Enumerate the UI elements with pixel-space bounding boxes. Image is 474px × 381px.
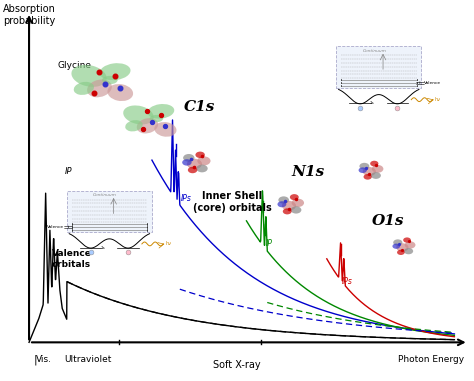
Ellipse shape <box>150 115 163 122</box>
Ellipse shape <box>291 207 301 214</box>
Text: C1s: C1s <box>183 100 215 114</box>
Ellipse shape <box>358 167 367 173</box>
Ellipse shape <box>292 199 304 207</box>
Ellipse shape <box>188 167 197 173</box>
Ellipse shape <box>74 82 94 95</box>
Ellipse shape <box>277 201 286 207</box>
Ellipse shape <box>147 104 174 119</box>
Text: Valence
orbitals: Valence orbitals <box>52 249 91 269</box>
Ellipse shape <box>397 250 405 255</box>
Text: Vis.: Vis. <box>36 355 52 364</box>
Ellipse shape <box>100 63 130 80</box>
Ellipse shape <box>182 159 191 166</box>
Text: N1s: N1s <box>291 165 325 179</box>
Ellipse shape <box>187 159 202 169</box>
Text: |: | <box>34 354 37 365</box>
Text: Valence: Valence <box>47 225 64 229</box>
Ellipse shape <box>370 161 378 166</box>
Text: IP: IP <box>64 167 72 176</box>
Text: Absorption
probability: Absorption probability <box>3 5 56 26</box>
Text: Ultraviolet: Ultraviolet <box>64 355 112 364</box>
Text: Soft X-ray: Soft X-ray <box>213 360 261 370</box>
Ellipse shape <box>197 156 210 165</box>
Ellipse shape <box>278 196 289 203</box>
Ellipse shape <box>72 65 107 87</box>
Text: 1s: 1s <box>100 246 105 250</box>
Ellipse shape <box>102 76 118 84</box>
Ellipse shape <box>403 237 411 243</box>
Text: Photon Energy: Photon Energy <box>398 355 464 364</box>
Ellipse shape <box>372 165 383 173</box>
Text: Continuum: Continuum <box>93 193 117 197</box>
Text: Glycine: Glycine <box>57 61 91 70</box>
Ellipse shape <box>371 172 381 179</box>
Ellipse shape <box>404 248 413 254</box>
Ellipse shape <box>282 201 296 211</box>
Text: Valence: Valence <box>424 81 441 85</box>
Text: Inner Shell
(core) orbitals: Inner Shell (core) orbitals <box>193 191 272 213</box>
Text: O1s: O1s <box>372 214 404 228</box>
Ellipse shape <box>195 152 205 158</box>
Ellipse shape <box>364 174 372 180</box>
Ellipse shape <box>87 80 112 97</box>
Text: hν: hν <box>165 242 172 247</box>
Text: 1s: 1s <box>370 101 374 106</box>
Ellipse shape <box>183 154 194 162</box>
Bar <box>67 190 152 232</box>
Ellipse shape <box>137 118 158 133</box>
Ellipse shape <box>393 239 402 246</box>
Text: IP: IP <box>265 239 272 248</box>
Bar <box>336 46 421 88</box>
Ellipse shape <box>155 122 176 137</box>
Ellipse shape <box>108 84 133 101</box>
Ellipse shape <box>290 194 299 200</box>
Ellipse shape <box>283 208 292 215</box>
Text: Continuum: Continuum <box>363 48 386 53</box>
Text: IPs: IPs <box>342 277 353 286</box>
Ellipse shape <box>359 163 369 170</box>
Ellipse shape <box>363 167 376 176</box>
Ellipse shape <box>392 243 400 249</box>
Ellipse shape <box>196 165 208 172</box>
Text: hν: hν <box>435 97 441 102</box>
Ellipse shape <box>123 106 154 125</box>
Text: IPs: IPs <box>181 194 192 203</box>
Ellipse shape <box>125 120 143 131</box>
Ellipse shape <box>396 243 409 251</box>
Ellipse shape <box>405 241 416 249</box>
